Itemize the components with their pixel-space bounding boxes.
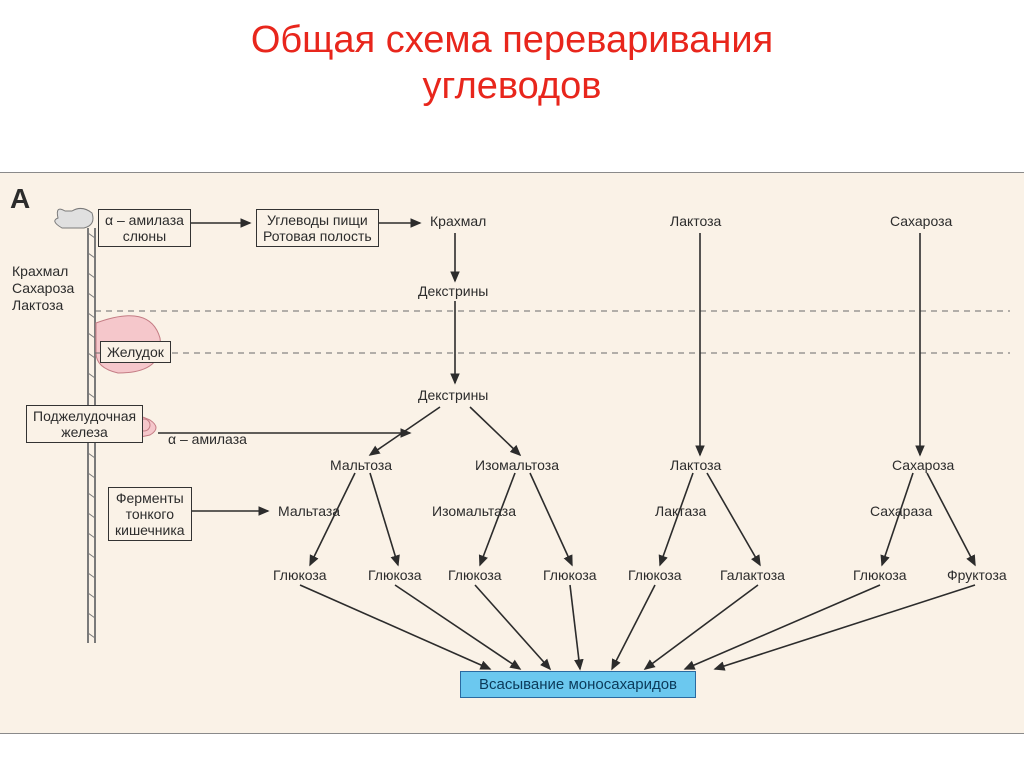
organ-l2: Сахароза (12, 280, 74, 296)
dextrins2-label: Декстрины (418, 387, 488, 403)
glucose1-label: Глюкоза (273, 567, 327, 583)
glucose3-label: Глюкоза (448, 567, 502, 583)
organ-l1: Крахмал (12, 263, 68, 279)
dextrins1-label: Декстрины (418, 283, 488, 299)
slide-title: Общая схема переваривания углеводов (0, 18, 1024, 109)
pancreas-l1: Поджелудочная (33, 408, 136, 424)
saliva-amylase-box: α – амилаза слюны (98, 209, 191, 247)
amylase-saliva-l2: слюны (123, 228, 166, 244)
food-carbs-l2: Ротовая полость (263, 228, 372, 244)
glucose2-label: Глюкоза (368, 567, 422, 583)
pancreas-box: Поджелудочная железа (26, 405, 143, 443)
sucrase-label: Сахараза (870, 503, 932, 519)
diagram-panel: А (0, 172, 1024, 734)
organ-l3: Лактоза (12, 297, 63, 313)
sucrose-mid-label: Сахароза (892, 457, 954, 473)
panel-letter: А (10, 183, 30, 215)
enzymes-l2: тонкого (126, 506, 174, 522)
starch-label: Крахмал (430, 213, 486, 229)
galactose-label: Галактоза (720, 567, 785, 583)
organ-list: Крахмал Сахароза Лактоза (12, 263, 74, 313)
slide: Общая схема переваривания углеводов А (0, 0, 1024, 767)
sucrose-top-label: Сахароза (890, 213, 952, 229)
absorption-label: Всасывание моносахаридов (479, 676, 677, 693)
food-carbs-box: Углеводы пищи Ротовая полость (256, 209, 379, 247)
title-line1: Общая схема переваривания (251, 19, 773, 61)
diagram-svg (0, 173, 1024, 733)
stomach-label: Желудок (107, 344, 164, 360)
enzymes-l3: кишечника (115, 522, 185, 538)
glucose6-label: Глюкоза (853, 567, 907, 583)
lactase-label: Лактаза (655, 503, 706, 519)
pancreas-l2: железа (61, 424, 108, 440)
amylase-saliva-l1: α – амилаза (105, 212, 184, 228)
isomaltase-label: Изомальтаза (432, 503, 516, 519)
enzymes-box: Ферменты тонкого кишечника (108, 487, 192, 541)
glucose5-label: Глюкоза (628, 567, 682, 583)
isomaltose-label: Изомальтоза (475, 457, 559, 473)
glucose4-label: Глюкоза (543, 567, 597, 583)
alpha-amylase-label: α – амилаза (168, 431, 247, 447)
title-line2: углеводов (423, 65, 602, 107)
lactose-mid-label: Лактоза (670, 457, 721, 473)
lactose-top-label: Лактоза (670, 213, 721, 229)
fructose-label: Фруктоза (947, 567, 1007, 583)
stomach-box: Желудок (100, 341, 171, 363)
maltase-label: Мальтаза (278, 503, 340, 519)
enzymes-l1: Ферменты (116, 490, 184, 506)
food-carbs-l1: Углеводы пищи (267, 212, 368, 228)
absorption-box: Всасывание моносахаридов (460, 671, 696, 698)
maltose-label: Мальтоза (330, 457, 392, 473)
